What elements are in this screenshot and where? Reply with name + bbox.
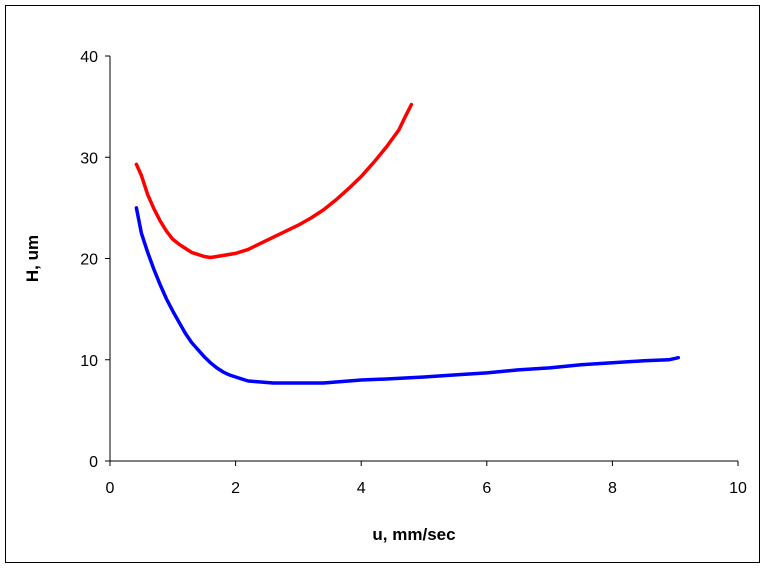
x-axis-title: u, mm/sec: [372, 525, 455, 544]
x-tick-label: 4: [357, 480, 366, 497]
chart-frame: [5, 5, 760, 563]
y-tick-label: 0: [89, 454, 98, 471]
x-tick-label: 6: [482, 480, 491, 497]
x-tick-label: 0: [106, 480, 115, 497]
y-tick-label: 20: [80, 252, 98, 269]
x-tick-label: 8: [608, 480, 617, 497]
series-group: [134, 102, 681, 385]
y-tick-label: 10: [80, 353, 98, 370]
series-line-2: [134, 206, 681, 385]
y-ticks: 0 10 20 30 40: [80, 49, 110, 471]
series-line-1: [134, 102, 414, 260]
y-axis-title: H, um: [23, 235, 42, 282]
x-ticks: 0 2 4 6 8 10: [106, 461, 747, 497]
x-tick-label: 2: [231, 480, 240, 497]
y-tick-label: 40: [80, 49, 98, 66]
y-tick-label: 30: [80, 150, 98, 167]
axes: [109, 56, 738, 462]
x-tick-label: 10: [729, 480, 747, 497]
